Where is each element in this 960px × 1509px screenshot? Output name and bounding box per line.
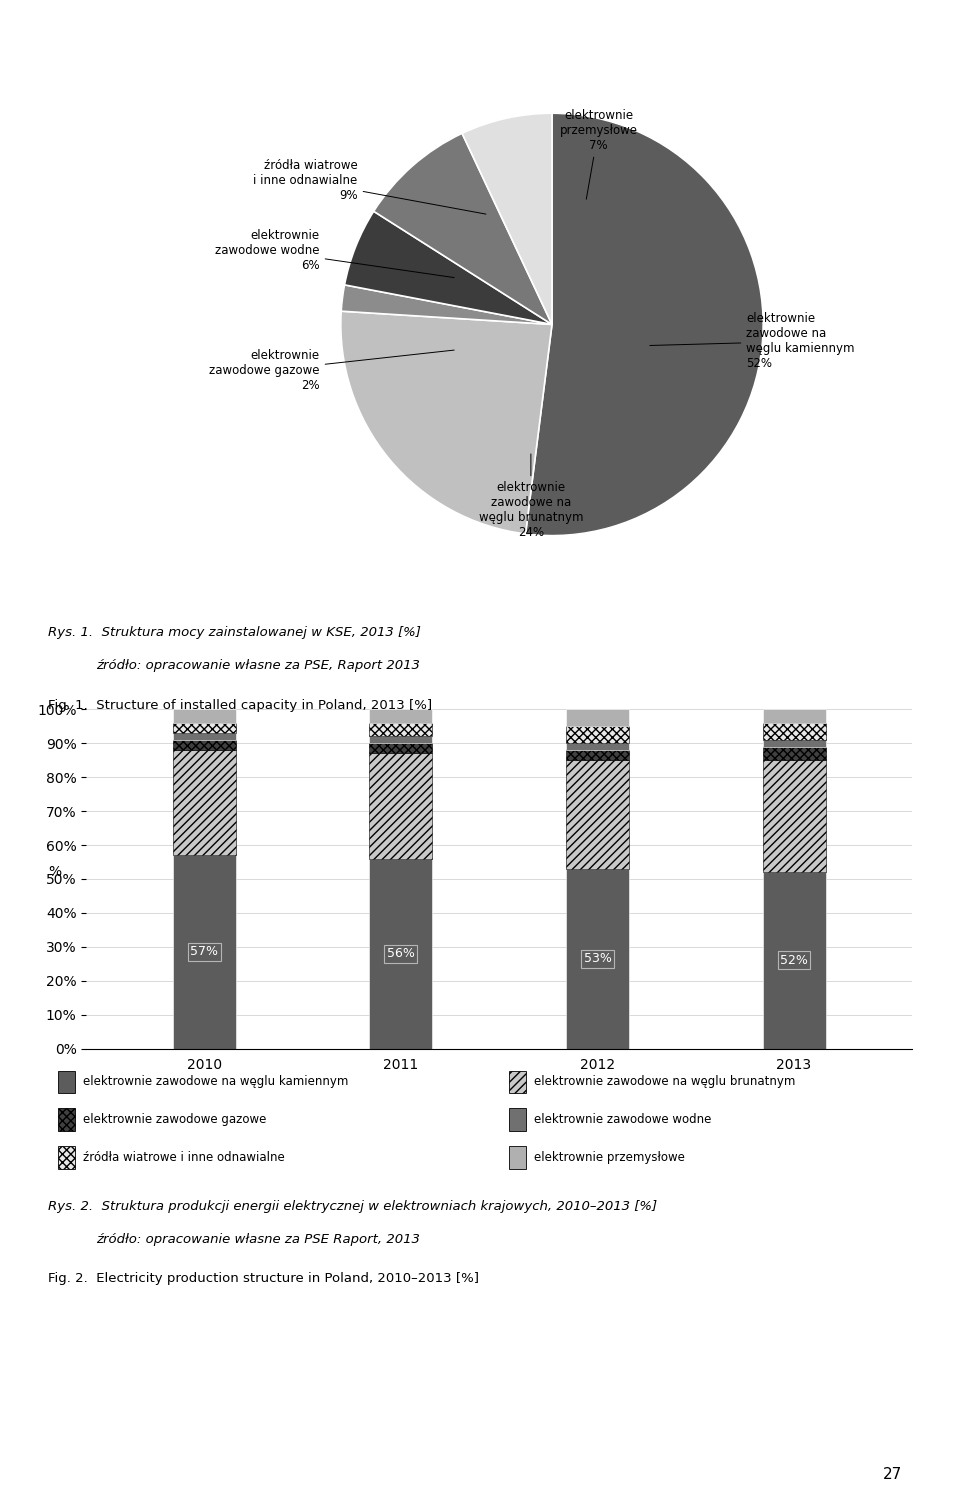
Bar: [173, 739, 236, 750]
Wedge shape: [462, 113, 552, 324]
Wedge shape: [345, 211, 552, 324]
Bar: [762, 747, 826, 761]
Bar: [762, 739, 826, 747]
Text: źródła wiatrowe i inne odnawialne: źródła wiatrowe i inne odnawialne: [83, 1151, 284, 1163]
Text: elektrownie zawodowe na węglu brunatnym: elektrownie zawodowe na węglu brunatnym: [534, 1076, 795, 1088]
Text: źródła wiatrowe
i inne odnawialne
9%: źródła wiatrowe i inne odnawialne 9%: [253, 160, 486, 214]
Text: 52%: 52%: [780, 954, 808, 967]
Bar: [173, 709, 236, 723]
Wedge shape: [341, 285, 552, 324]
Bar: [566, 744, 629, 750]
Bar: [173, 733, 236, 739]
Bar: [173, 723, 236, 733]
Text: 53%: 53%: [584, 952, 612, 966]
Bar: [566, 761, 629, 869]
Text: Rys. 1.  Struktura mocy zainstalowanej w KSE, 2013 [%]: Rys. 1. Struktura mocy zainstalowanej w …: [48, 626, 420, 640]
Bar: [762, 709, 826, 723]
Bar: [370, 859, 432, 1049]
Wedge shape: [525, 113, 763, 536]
Text: źródło: opracowanie własne za PSE, Raport 2013: źródło: opracowanie własne za PSE, Rapor…: [96, 659, 420, 673]
Y-axis label: %: %: [48, 865, 61, 878]
Bar: [173, 856, 236, 1049]
Bar: [566, 726, 629, 742]
Bar: [370, 744, 432, 753]
Text: 57%: 57%: [190, 946, 218, 958]
Bar: [566, 709, 629, 726]
Text: 27: 27: [883, 1467, 902, 1482]
Bar: [762, 723, 826, 739]
Bar: [370, 723, 432, 736]
Text: elektrownie
przemysłowe
7%: elektrownie przemysłowe 7%: [560, 109, 637, 199]
Text: elektrownie
zawodowe wodne
6%: elektrownie zawodowe wodne 6%: [215, 229, 454, 278]
Text: Fig. 1.  Structure of installed capacity in Poland, 2013 [%]: Fig. 1. Structure of installed capacity …: [48, 699, 432, 712]
Text: elektrownie przemysłowe: elektrownie przemysłowe: [534, 1151, 684, 1163]
Text: Fig. 2.  Electricity production structure in Poland, 2010–2013 [%]: Fig. 2. Electricity production structure…: [48, 1272, 479, 1286]
Bar: [762, 872, 826, 1049]
Bar: [762, 761, 826, 872]
Text: źródło: opracowanie własne za PSE Raport, 2013: źródło: opracowanie własne za PSE Raport…: [96, 1233, 420, 1246]
Bar: [370, 753, 432, 859]
Text: 56%: 56%: [387, 948, 415, 960]
Bar: [370, 736, 432, 742]
Text: elektrownie
zawodowe na
węglu brunatnym
24%: elektrownie zawodowe na węglu brunatnym …: [479, 454, 583, 539]
Text: elektrownie zawodowe wodne: elektrownie zawodowe wodne: [534, 1114, 711, 1126]
Text: Rys. 2.  Struktura produkcji energii elektrycznej w elektrowniach krajowych, 201: Rys. 2. Struktura produkcji energii elek…: [48, 1200, 658, 1213]
Wedge shape: [373, 133, 552, 324]
Bar: [173, 750, 236, 856]
Bar: [566, 750, 629, 761]
Wedge shape: [341, 311, 552, 534]
Text: elektrownie
zawodowe na
węglu kamiennym
52%: elektrownie zawodowe na węglu kamiennym …: [650, 312, 854, 370]
Text: elektrownie zawodowe na węglu kamiennym: elektrownie zawodowe na węglu kamiennym: [83, 1076, 348, 1088]
Text: elektrownie
zawodowe gazowe
2%: elektrownie zawodowe gazowe 2%: [209, 350, 454, 392]
Text: elektrownie zawodowe gazowe: elektrownie zawodowe gazowe: [83, 1114, 266, 1126]
Bar: [370, 709, 432, 723]
Bar: [566, 869, 629, 1049]
